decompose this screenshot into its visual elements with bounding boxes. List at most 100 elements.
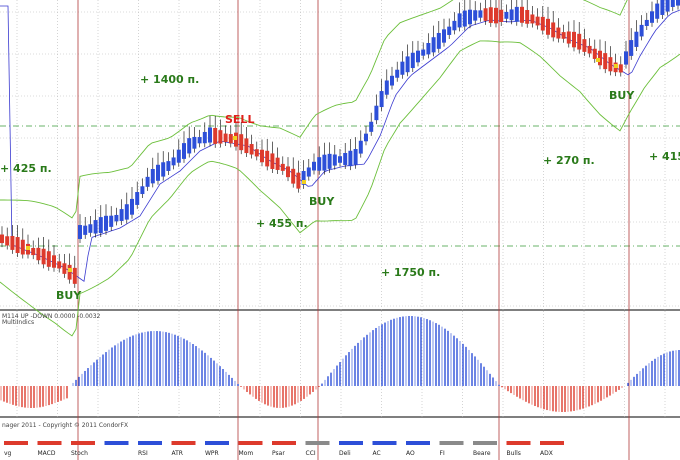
candle-body: [265, 150, 270, 167]
candle-body: [447, 26, 452, 35]
candle-body: [660, 0, 665, 15]
candle-body: [166, 161, 171, 171]
candle-body: [462, 10, 467, 27]
candle-body: [83, 225, 88, 235]
indicator-tab-label: Beare: [473, 450, 491, 457]
candle-body: [140, 186, 145, 195]
signal-dot: [233, 136, 237, 140]
candle-body: [358, 140, 363, 154]
profit-label: + 425 п.: [0, 162, 52, 175]
buy-signal-label: BUY: [56, 289, 82, 302]
candle-body: [551, 22, 556, 38]
candle-body: [161, 162, 166, 177]
candle-body: [301, 171, 306, 185]
candle-body: [223, 133, 228, 143]
indicator-tab-label: ATR: [172, 450, 183, 457]
candle-body: [655, 3, 660, 19]
indicator-tab-label: MACD: [38, 450, 56, 457]
candle-body: [10, 236, 15, 250]
indicator-tab-swatch: [473, 441, 497, 445]
candle-body: [572, 31, 576, 48]
candle-body: [192, 136, 197, 149]
candle-body: [457, 13, 462, 28]
profit-label: + 455 п.: [256, 217, 308, 230]
candle-body: [182, 143, 186, 159]
candle-body: [452, 20, 457, 31]
candle-body: [171, 157, 176, 166]
candle-body: [629, 40, 634, 56]
indicator-sublabel: MultiIndics: [2, 319, 34, 326]
candle-body: [566, 31, 571, 44]
candle-body: [306, 167, 311, 177]
candle-body: [338, 156, 342, 163]
candle-body: [176, 149, 181, 163]
candle-body: [514, 6, 519, 22]
candle-body: [639, 24, 644, 37]
candle-body: [213, 127, 218, 144]
candle-body: [317, 157, 322, 171]
indicator-tab-swatch: [104, 441, 129, 445]
indicator-tab-label: Stoch: [71, 450, 88, 457]
candle-body: [478, 10, 483, 18]
candle-body: [332, 154, 337, 166]
candle-body: [254, 149, 259, 157]
indicator-tab-swatch: [540, 441, 564, 445]
candle-body: [670, 0, 675, 7]
candle-body: [312, 161, 316, 171]
indicator-tab-label: AC: [373, 450, 381, 457]
candle-body: [260, 149, 264, 163]
profit-label: + 1400 п.: [140, 73, 199, 86]
signal-dot: [302, 180, 306, 184]
indicator-tab-label: vg: [4, 450, 12, 457]
candle-body: [530, 14, 535, 24]
signal-dot: [614, 64, 618, 68]
indicator-tab-swatch: [205, 441, 229, 445]
candle-body: [197, 137, 202, 144]
indicator-tab-label: WPR: [205, 450, 219, 457]
candle-body: [540, 16, 545, 31]
candle-body: [270, 153, 275, 169]
indicator-tab-swatch: [339, 441, 363, 445]
candle-body: [150, 168, 155, 184]
candle-body: [93, 220, 98, 234]
candle-body: [379, 91, 384, 108]
candle-body: [608, 57, 613, 72]
indicator-tab-swatch: [406, 441, 430, 445]
candle-body: [405, 56, 410, 73]
candle-body: [364, 133, 368, 142]
indicator-tab-label: Psar: [272, 450, 285, 457]
candle-body: [5, 236, 10, 246]
candle-body: [634, 31, 639, 47]
candle-body: [202, 131, 207, 144]
candle-body: [504, 11, 509, 19]
candle-body: [431, 37, 436, 53]
candle-body: [348, 150, 353, 167]
candle-body: [104, 215, 108, 231]
candle-body: [88, 224, 93, 233]
candle-body: [286, 166, 290, 178]
indicator-tab-swatch: [171, 441, 196, 445]
indicator-tab-swatch: [272, 441, 296, 445]
indicator-tab-label: RSI: [138, 450, 148, 457]
candle-body: [436, 32, 441, 49]
candle-body: [650, 11, 654, 23]
candle-body: [20, 239, 25, 255]
candle-body: [416, 50, 420, 63]
indicator-tab-label: CCI: [306, 450, 316, 457]
candle-body: [509, 9, 514, 21]
candle-body: [535, 16, 540, 26]
candle-body: [561, 32, 566, 39]
candle-body: [239, 134, 244, 151]
candle-body: [374, 105, 379, 121]
indicator-tab-swatch: [305, 441, 330, 445]
candle-body: [343, 153, 348, 165]
candle-body: [582, 39, 587, 52]
candle-body: [468, 9, 472, 25]
candle-body: [135, 192, 140, 205]
candle-body: [109, 215, 114, 227]
candle-body: [587, 45, 592, 54]
indicator-tab-label: Mom: [239, 450, 254, 457]
